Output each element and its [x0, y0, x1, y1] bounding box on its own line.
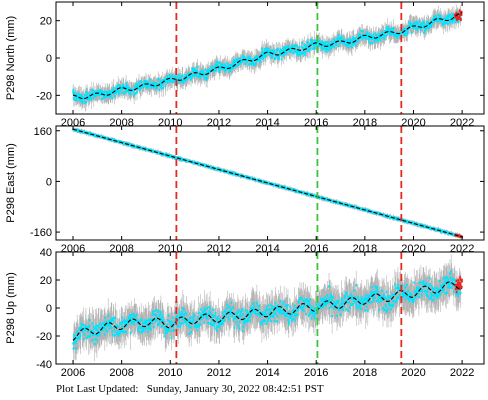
recent-observations-up	[454, 276, 463, 294]
y-tick-label-up-20: 20	[40, 275, 52, 287]
panel-east: 2006 2008 2010 2012 2014 2016 2018 2020 2022-160…	[5, 125, 485, 255]
footer-timestamp: Sunday, January 30, 2022 08:42:51 PST	[146, 383, 324, 395]
errorbars-north	[72, 4, 462, 112]
y-axis-label-east: P298 East (mm)	[5, 143, 17, 222]
plot-area-up	[72, 254, 463, 364]
plot-last-updated: Plot Last Updated: Sunday, January 30, 2…	[56, 383, 324, 395]
y-tick-label-up--20: -20	[36, 331, 52, 343]
plot-area-east	[72, 126, 463, 239]
x-tick-label-up-2008: 2008	[109, 367, 133, 379]
y-tick-label-up--40: -40	[36, 359, 52, 371]
y-tick-label-up-0: 0	[46, 303, 52, 315]
x-tick-label-up-2012: 2012	[207, 367, 231, 379]
y-tick-label-north-20: 20	[40, 16, 52, 28]
model-line-up	[72, 281, 463, 341]
axes-frame-east	[55, 125, 485, 241]
x-tick-label-up-2010: 2010	[158, 367, 182, 379]
x-tick-label-up-2022: 2022	[450, 367, 474, 379]
x-tick-label-up-2016: 2016	[304, 367, 328, 379]
y-tick-label-east-0: 0	[46, 176, 52, 188]
y-axis-label-up: P298 Up (mm)	[5, 272, 17, 344]
y-tick-label-east-160: 160	[34, 126, 52, 138]
y-tick-label-up-40: 40	[40, 247, 52, 259]
x-tick-label-up-2006: 2006	[61, 367, 85, 379]
footer-label: Plot Last Updated:	[56, 383, 139, 395]
model-line-north	[72, 12, 463, 100]
x-tick-label-up-2014: 2014	[255, 367, 279, 379]
y-tick-label-north-0: 0	[46, 53, 52, 65]
panel-north: 2006 2008 2010 2012 2014 2016 2018 2020 2022-200…	[5, 1, 485, 129]
y-tick-label-north--20: -20	[36, 90, 52, 102]
x-tick-label-up-2018: 2018	[353, 367, 377, 379]
panel-up: 2006 2008 2010 2012 2014 2016 2018 2020 2022 -40 -…	[5, 247, 485, 379]
x-tick-label-up-2020: 2020	[401, 367, 425, 379]
model-line-east	[72, 128, 463, 238]
y-axis-label-north: P298 North (mm)	[5, 16, 17, 100]
y-tick-label-east--160: -160	[30, 227, 52, 239]
plot-area-north	[72, 4, 463, 112]
